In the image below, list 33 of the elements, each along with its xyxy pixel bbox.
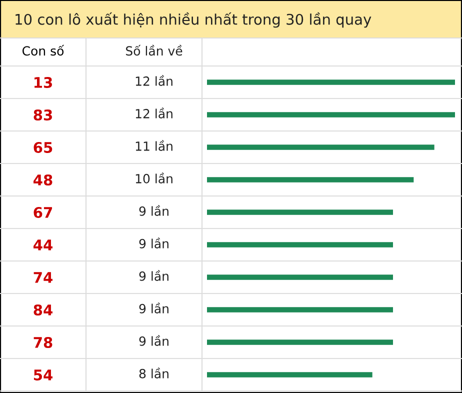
bar — [207, 340, 393, 345]
y-axis-title: Con số — [22, 44, 64, 56]
bar — [207, 144, 434, 150]
y-tick-label: 44 — [34, 240, 52, 250]
data-label: 8 lần — [139, 368, 168, 378]
y-tick-label: 74 — [34, 272, 52, 283]
y-tick-label: 54 — [34, 370, 52, 380]
y-tick-label: 48 — [34, 174, 52, 186]
data-label: 9 lần — [139, 302, 168, 314]
y-tick-label: 83 — [34, 109, 52, 120]
bar — [207, 307, 393, 312]
bar — [207, 177, 414, 182]
data-label: 9 lần — [139, 205, 168, 216]
y-tick-label: 84 — [34, 304, 52, 316]
y-tick-label: 65 — [34, 142, 52, 153]
bar — [207, 210, 393, 215]
bar — [207, 112, 455, 118]
data-label: 10 lần — [136, 172, 172, 184]
data-label: 12 lần — [136, 108, 172, 118]
bar — [207, 274, 393, 280]
chart-title: 10 con lô xuất hiện nhiều nhất trong 30 lần quay — [16, 12, 372, 28]
data-label: 9 lần — [139, 270, 168, 281]
bar — [207, 80, 455, 85]
text: Số lần về — [126, 44, 182, 56]
y-tick-label: 78 — [34, 336, 52, 348]
data-label: 12 lần — [136, 75, 172, 86]
y-tick-label: 67 — [34, 206, 52, 218]
data-label: 9 lần — [139, 238, 168, 248]
bar — [207, 242, 393, 248]
data-label: 9 lần — [139, 335, 168, 346]
data-label: 11 lần — [136, 140, 172, 151]
bar — [207, 372, 372, 378]
y-tick-label: 13 — [34, 76, 52, 88]
